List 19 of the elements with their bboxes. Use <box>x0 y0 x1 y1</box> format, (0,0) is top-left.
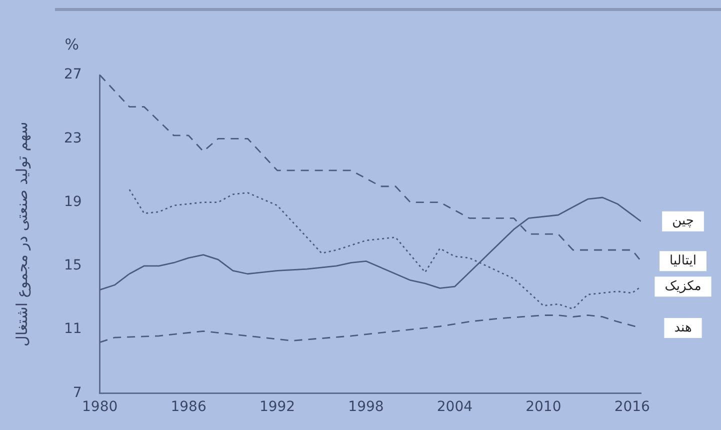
x-tick-label: 1998 <box>348 399 384 416</box>
x-tick-label: 2004 <box>436 399 473 416</box>
x-tick-label: 1980 <box>82 399 118 416</box>
y-tick-label: 11 <box>64 321 82 338</box>
text: هند <box>674 320 692 336</box>
x-tick-label: 2010 <box>526 399 562 416</box>
x-tick-label: 2016 <box>614 399 650 416</box>
y-tick-label: 19 <box>64 194 82 210</box>
x-tick-label: 1992 <box>259 399 296 416</box>
y-tick-label: 27 <box>64 66 82 83</box>
text: ایتالیا <box>670 254 696 269</box>
series-label: مکزیک <box>664 278 702 294</box>
text: چین <box>672 214 694 229</box>
y-tick-label: 15 <box>64 258 82 274</box>
y-tick-label: 7 <box>72 384 82 401</box>
text: % <box>64 35 79 54</box>
y-tick-label: 23 <box>64 130 82 146</box>
y-axis-title: سهم تولید صنعتی در مجموع اشتغال <box>12 122 31 346</box>
x-tick-label: 1986 <box>170 399 206 416</box>
